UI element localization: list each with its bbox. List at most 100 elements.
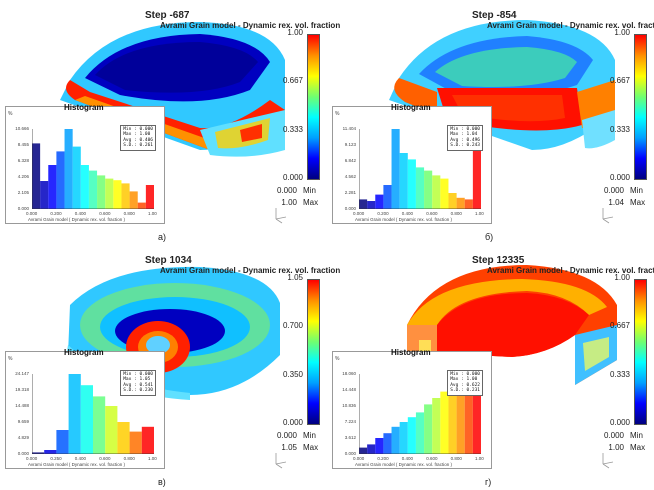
histogram-bar <box>432 175 441 209</box>
histogram-bar <box>56 430 69 454</box>
histogram-bar <box>32 452 45 454</box>
histogram-bar <box>375 438 384 454</box>
color-scale-tick: 1.05 <box>287 273 303 282</box>
histogram-title: Histogram <box>391 103 431 112</box>
histogram-bar <box>440 178 449 209</box>
panel-caption: в) <box>158 477 166 487</box>
color-scale-tick: 0.700 <box>282 321 303 330</box>
histogram-bar <box>56 151 65 209</box>
histogram-bar <box>472 383 481 454</box>
histogram-plot <box>32 374 154 454</box>
range-value: 0.000 <box>603 431 624 440</box>
histogram-plot <box>359 374 481 454</box>
histogram-bar <box>97 175 106 209</box>
color-scale-tick: 1.00 <box>614 28 630 37</box>
histogram-x-tick: 0.800 <box>450 211 462 216</box>
variable-title: Avrami Grain model - Dynamic rex. vol. f… <box>487 266 654 275</box>
histogram-x-tick: 0.200 <box>377 456 389 461</box>
histogram-bar <box>375 194 384 209</box>
histogram-bar <box>424 404 433 454</box>
stats-line: Min : 0.000 <box>123 372 153 377</box>
histogram-bar <box>113 180 122 209</box>
panel-4: Step 12335 Avrami Grain model - Dynamic r… <box>327 245 654 490</box>
axis-triad-icon <box>597 450 617 472</box>
histogram-x-label: Avrami Grain model ( Dynamic rex. vol. f… <box>355 217 452 222</box>
histogram-y-tick: 2.105 <box>17 190 29 195</box>
histogram-y-tick: 11.404 <box>342 126 356 131</box>
color-scale-tick: 1.00 <box>614 273 630 282</box>
color-scale-tick: 0.000 <box>609 173 630 182</box>
histogram-bar <box>141 426 154 454</box>
histogram-y-tick: 4.562 <box>344 174 356 179</box>
histogram-y-tick: 18.060 <box>342 371 356 376</box>
histogram-x-tick: 0.000 <box>26 211 38 216</box>
histogram-y-tick: 4.206 <box>17 174 29 179</box>
histogram-bar <box>117 422 130 454</box>
histogram-bar <box>64 129 73 209</box>
histogram-x-tick: 0.400 <box>74 211 87 216</box>
histogram-unit: % <box>8 111 13 117</box>
color-scale-tick: 0.333 <box>609 370 630 379</box>
histogram-bar <box>68 374 81 454</box>
histogram-bar <box>88 170 98 209</box>
histogram-title: Histogram <box>64 348 104 357</box>
stats-line: Min : 0.000 <box>450 127 480 132</box>
color-scale-bar <box>634 34 647 180</box>
histogram-unit: % <box>8 356 13 362</box>
panel-2: Step -854 Avrami Grain model - Dynamic re… <box>327 0 654 245</box>
histogram-bar <box>80 165 89 209</box>
histogram-bar <box>424 170 433 209</box>
histogram-bar <box>383 185 392 209</box>
histogram-bar <box>40 181 49 209</box>
histogram-x-tick: 0.800 <box>450 456 462 461</box>
color-scale-tick: 0.333 <box>609 125 630 134</box>
histogram-x-label: Avrami Grain model ( Dynamic rex. vol. f… <box>28 462 125 467</box>
color-scale-bar <box>307 34 320 180</box>
histogram-bar <box>448 193 457 209</box>
stats-line: Max : 1.04 <box>450 132 478 138</box>
range-label: Min <box>303 431 316 440</box>
histogram-x-tick: 0.600 <box>426 456 438 461</box>
range-label: Min <box>630 186 643 195</box>
histogram-bar <box>448 386 457 454</box>
variable-title: Avrami Grain model - Dynamic rex. vol. f… <box>160 266 341 275</box>
histogram-x-tick: 0.400 <box>401 211 414 216</box>
histogram-bar <box>129 431 142 454</box>
histogram-x-tick: 1.00 <box>475 456 484 461</box>
step-label: Step 12335 <box>472 255 525 266</box>
histogram-bar <box>44 450 57 454</box>
histogram-title: Histogram <box>64 103 104 112</box>
histogram-y-tick: 3.612 <box>344 435 356 440</box>
histogram-bar <box>137 202 146 209</box>
color-scale-tick: 1.00 <box>287 28 303 37</box>
stats-line: Min : 0.000 <box>450 372 480 377</box>
histogram-bar <box>456 380 465 454</box>
panel-3: Step 1034 Avrami Grain model - Dynamic re… <box>0 245 340 490</box>
histogram-x-tick: 0.000 <box>353 456 365 461</box>
range-label: Max <box>303 198 319 207</box>
stats-line: Min : 0.000 <box>123 127 153 132</box>
histogram-x-label: Avrami Grain model ( Dynamic rex. vol. f… <box>355 462 452 467</box>
histogram-bar <box>367 444 376 454</box>
histogram-plot <box>359 129 481 209</box>
range-value: 1.00 <box>281 198 297 207</box>
histogram-bar <box>399 153 408 209</box>
step-label: Step -854 <box>472 10 517 21</box>
stats-line: Max : 1.05 <box>123 377 151 383</box>
histogram-y-tick: 10.836 <box>342 403 356 408</box>
histogram-x-tick: 0.800 <box>123 211 135 216</box>
color-scale-tick: 0.000 <box>609 418 630 427</box>
stats-line: S.D.: 0.243 <box>450 143 480 149</box>
histogram-x-tick: 0.600 <box>99 211 111 216</box>
histogram-x-tick: 0.200 <box>377 211 389 216</box>
histogram-bar <box>383 433 392 454</box>
histogram-y-tick: 0.000 <box>344 206 356 211</box>
panel-caption: a) <box>158 232 167 242</box>
histogram-x-tick: 1.00 <box>148 211 157 216</box>
histogram-y-tick: 0.000 <box>17 451 29 456</box>
histogram-unit: % <box>335 111 340 117</box>
histogram-y-tick: 10.666 <box>15 126 29 131</box>
histogram-bar <box>105 178 114 209</box>
histogram-x-label: Avrami Grain model ( Dynamic rex. vol. f… <box>28 217 125 222</box>
histogram-plot <box>32 129 154 209</box>
